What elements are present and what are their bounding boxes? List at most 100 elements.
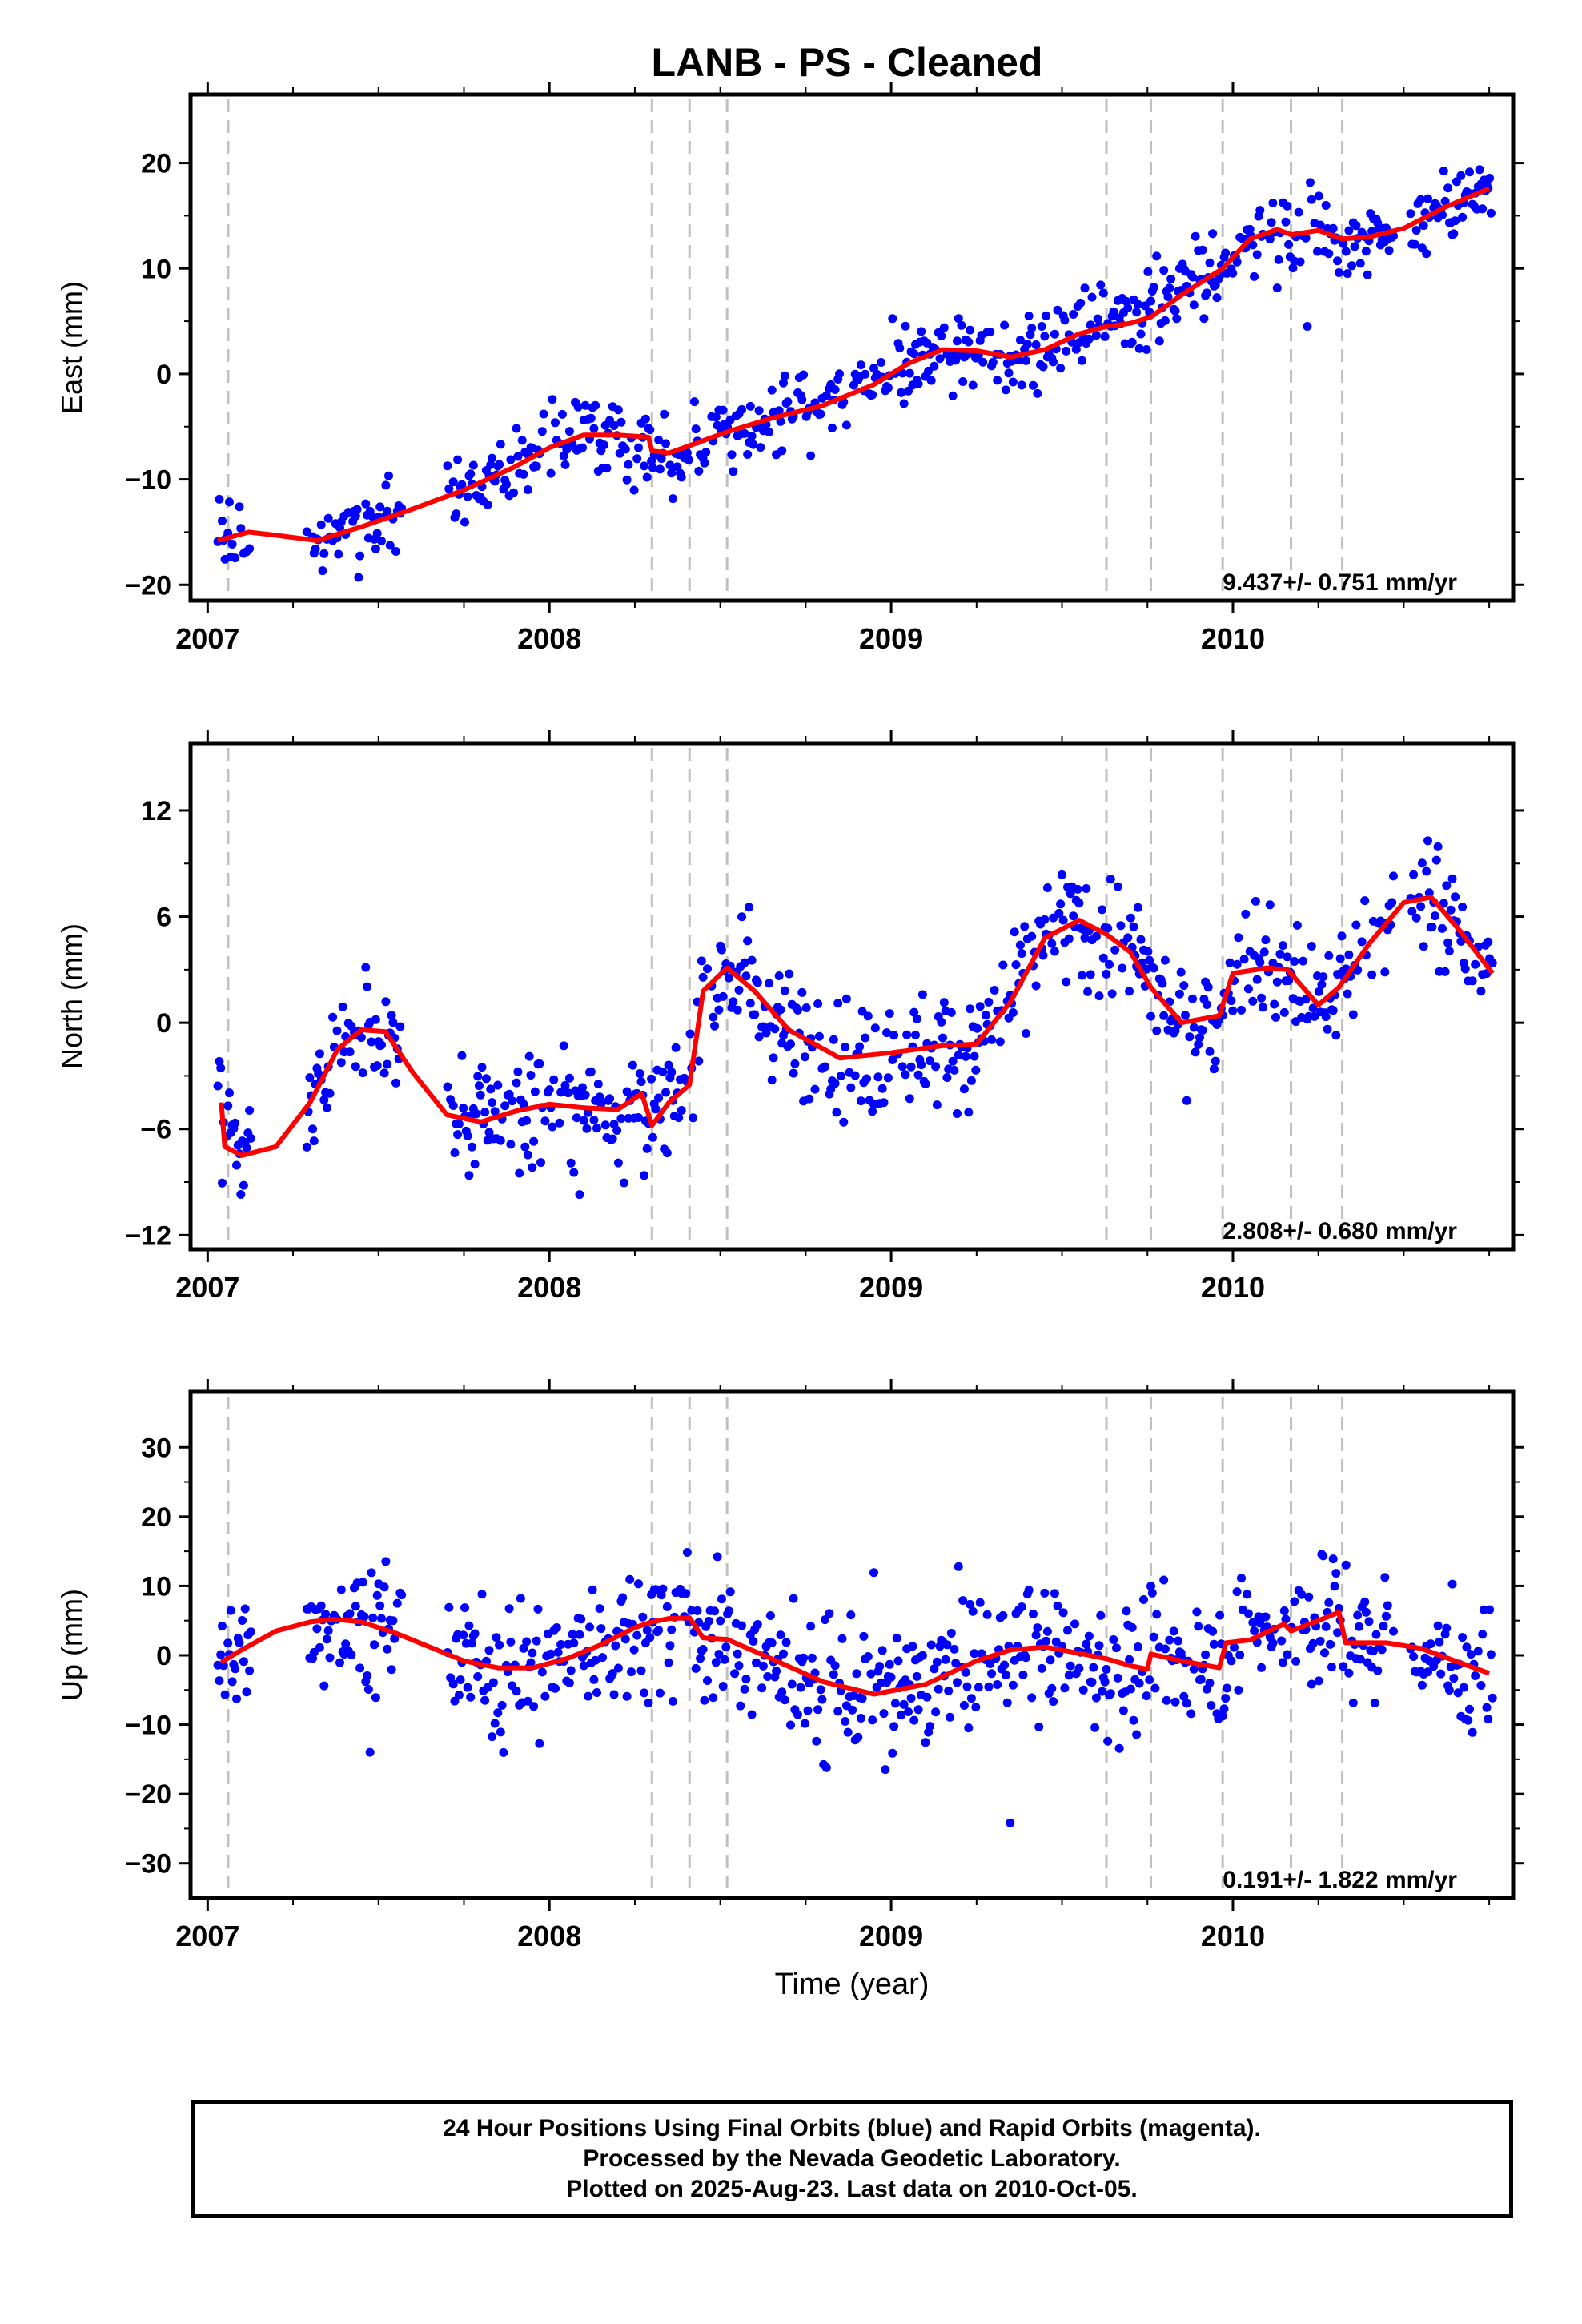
point-east [978, 357, 988, 367]
point-up [1034, 1722, 1044, 1731]
point-north [1416, 902, 1426, 911]
point-east [1060, 316, 1070, 325]
point-north [882, 1028, 892, 1038]
point-up [767, 1638, 777, 1647]
point-up [359, 1612, 369, 1622]
point-north [1484, 937, 1493, 947]
point-east [1024, 312, 1034, 320]
point-east [495, 460, 504, 469]
point-north [628, 1060, 637, 1070]
point-up [889, 1722, 899, 1731]
point-up [720, 1655, 729, 1664]
point-east [578, 443, 587, 452]
point-up [1486, 1650, 1496, 1659]
point-up [1042, 1636, 1051, 1646]
point-east [913, 379, 923, 388]
point-east [1281, 217, 1291, 227]
point-east [1228, 268, 1238, 278]
point-north [931, 1062, 941, 1072]
point-east [1031, 340, 1041, 349]
point-up [622, 1691, 632, 1701]
point-up [1459, 1683, 1468, 1692]
point-east [1050, 329, 1059, 339]
point-east [667, 468, 677, 478]
point-up [484, 1646, 494, 1655]
point-north [776, 1005, 785, 1015]
point-north [1239, 955, 1249, 964]
point-up [566, 1666, 576, 1675]
point-up [598, 1653, 608, 1663]
point-east [483, 500, 492, 509]
point-east [1202, 288, 1211, 298]
point-north [1427, 923, 1437, 931]
point-up [789, 1594, 798, 1603]
point-north [1343, 989, 1352, 999]
point-east [620, 444, 630, 454]
point-up [365, 1747, 375, 1757]
point-north [218, 1178, 227, 1188]
point-up [553, 1647, 563, 1657]
point-north [1110, 945, 1120, 955]
point-up [1192, 1607, 1202, 1617]
point-north [734, 985, 744, 995]
point-north [322, 1103, 331, 1112]
ylabel-north: North (mm) [55, 923, 88, 1069]
point-north [901, 1070, 910, 1080]
point-east [964, 337, 974, 347]
point-up [1126, 1684, 1135, 1694]
panel-east: −20 −10 0 10 20 2007 2008 2009 2010 East (mm) 9.… [55, 82, 1524, 655]
point-east [1084, 334, 1094, 344]
point-east [1465, 167, 1474, 177]
point-east [909, 349, 919, 359]
point-east [1004, 368, 1014, 378]
point-up [1321, 1622, 1331, 1631]
point-east [551, 418, 560, 428]
point-up [1341, 1560, 1351, 1570]
point-east [1132, 308, 1142, 317]
point-east [1027, 324, 1037, 333]
point-up [1279, 1658, 1287, 1667]
point-north [1098, 905, 1107, 915]
point-up [454, 1691, 464, 1700]
point-east [1268, 199, 1278, 207]
point-north [1211, 1056, 1220, 1066]
point-up [932, 1657, 942, 1667]
point-north [635, 1069, 644, 1078]
point-north [1094, 991, 1104, 1001]
point-up [821, 1615, 829, 1625]
point-up [533, 1604, 543, 1614]
point-east [1042, 311, 1051, 320]
point-north [377, 1040, 386, 1050]
point-north [1279, 941, 1287, 951]
point-up [463, 1683, 472, 1692]
point-north [1442, 881, 1452, 891]
point-up [776, 1630, 785, 1640]
point-north [862, 1074, 871, 1084]
point-east [227, 540, 237, 549]
point-east [1294, 207, 1303, 217]
point-north [932, 1100, 942, 1110]
point-north [457, 1051, 467, 1060]
point-north [1353, 965, 1363, 975]
point-up [1250, 1626, 1259, 1635]
point-east [1096, 280, 1106, 290]
point-north [889, 1031, 899, 1040]
point-up [662, 1602, 672, 1611]
point-north [1145, 955, 1154, 965]
point-up [640, 1688, 649, 1698]
point-up [654, 1626, 664, 1635]
point-up [220, 1690, 230, 1699]
point-east [661, 439, 670, 448]
point-north [841, 1043, 850, 1051]
point-up [488, 1732, 497, 1742]
point-up [568, 1630, 577, 1639]
point-east [895, 344, 905, 353]
point-up [721, 1642, 731, 1652]
point-up [1308, 1638, 1318, 1648]
point-up [368, 1613, 378, 1622]
point-east [1172, 314, 1182, 324]
point-east [573, 402, 583, 412]
point-north [1011, 960, 1021, 970]
point-up [1040, 1588, 1050, 1598]
